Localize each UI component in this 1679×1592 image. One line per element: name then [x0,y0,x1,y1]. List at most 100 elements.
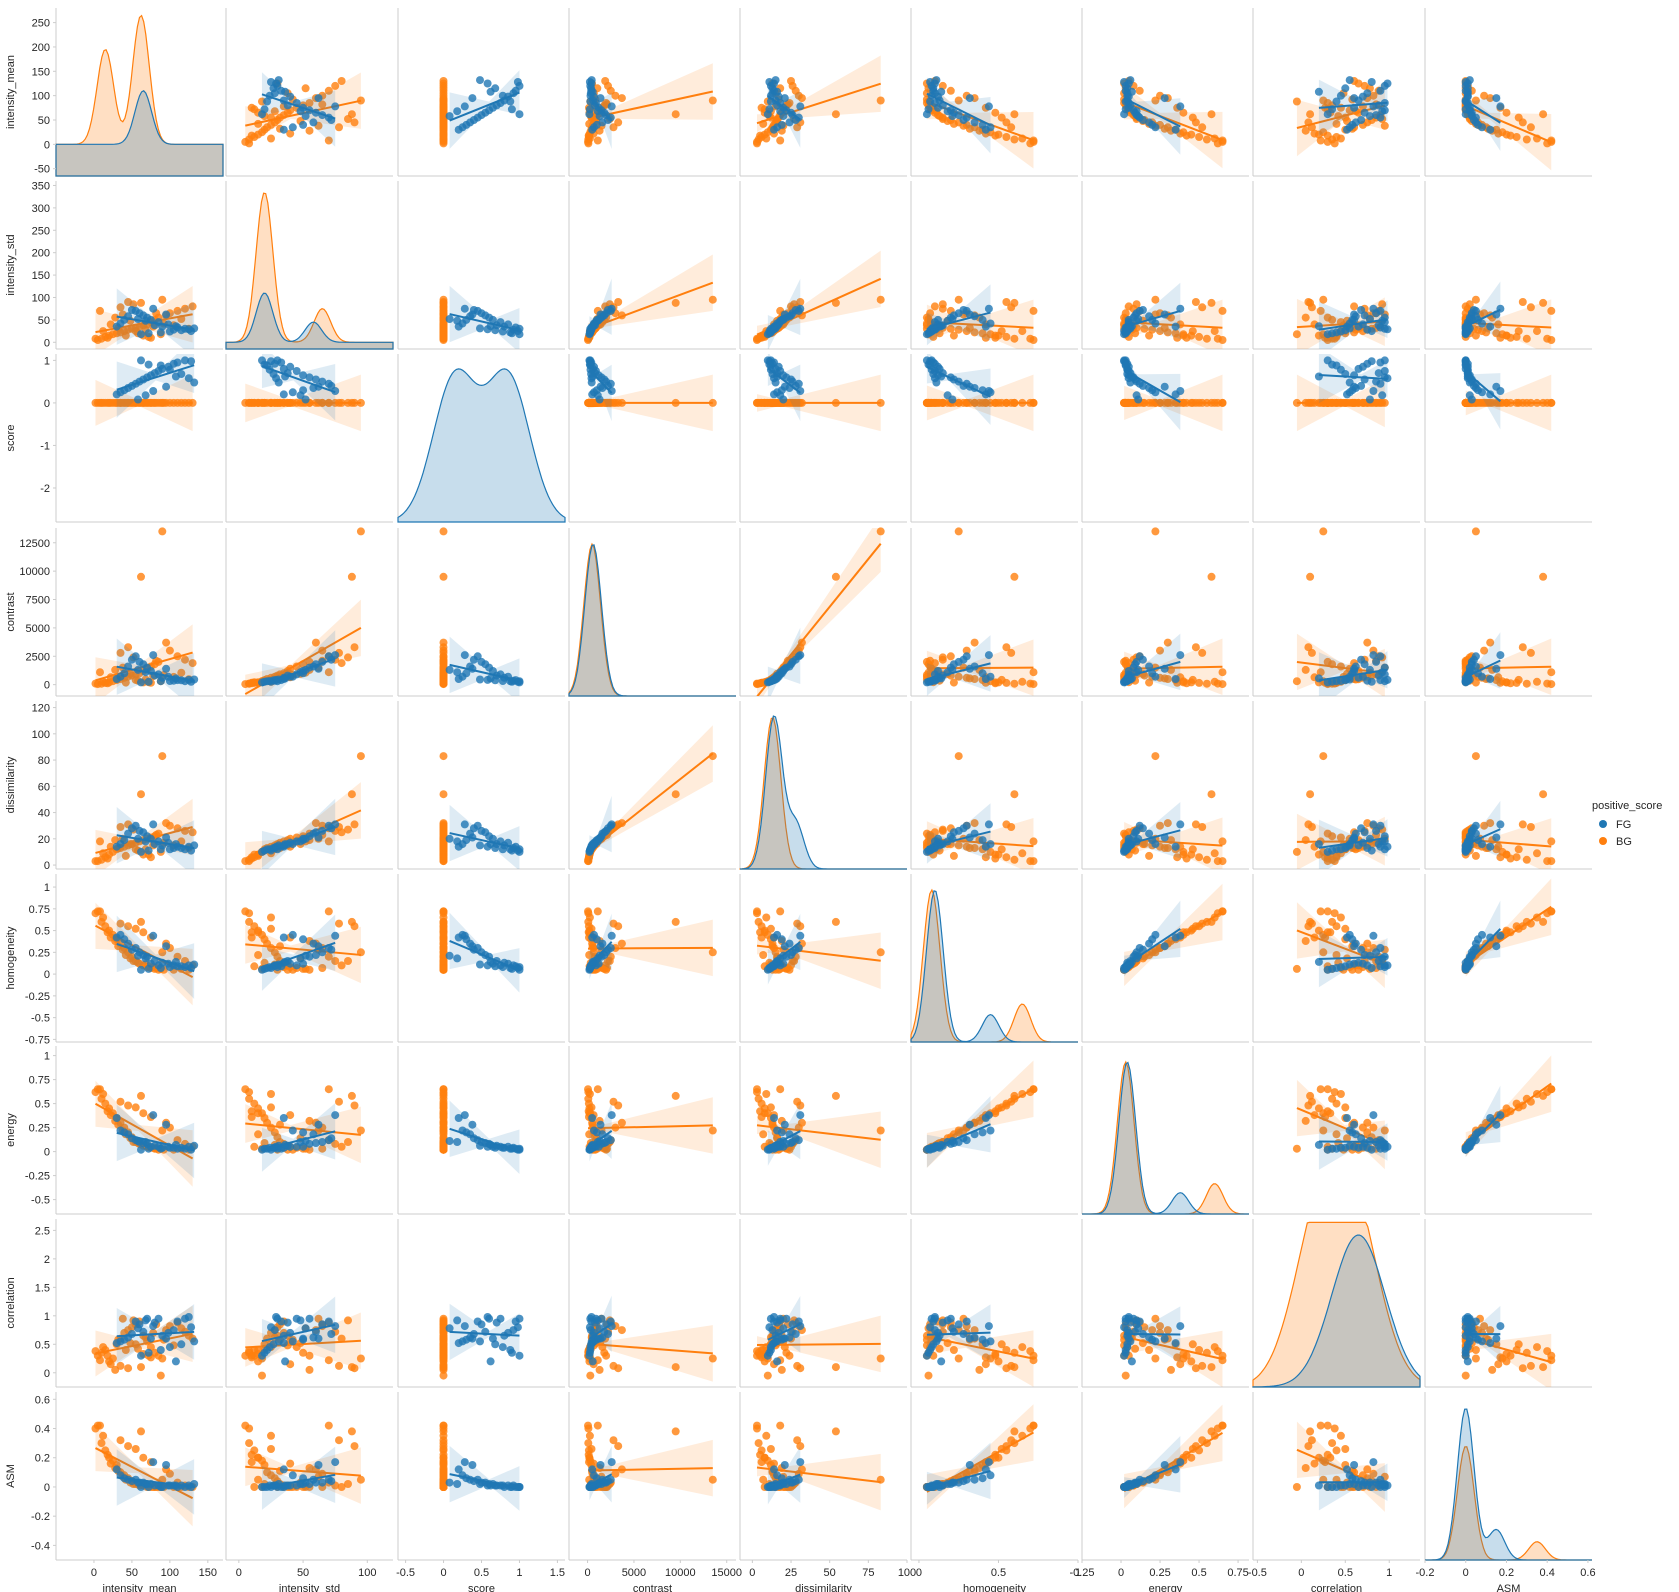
point-bg [1304,922,1313,931]
point-bg [946,324,955,333]
y-tick-label: 100 [32,292,50,304]
y-tick-label: 10000 [19,566,50,578]
point-bg [959,121,968,130]
panel-energy-vs-intensity_std [225,1046,393,1215]
point-fg [959,306,968,314]
point-fg [590,1126,598,1135]
point-bg [439,333,448,342]
point-fg [112,842,121,851]
point-fg [162,664,171,673]
panel-contrast-vs-ASM [1424,527,1592,697]
point-fg [149,820,158,829]
point-bg [1145,851,1154,860]
point-fg [1171,322,1180,331]
y-tick-label: 50 [38,315,50,327]
point-bg [1304,820,1313,829]
ci-band-fg [261,798,336,869]
panel-intensity_mean-vs-score [397,8,565,177]
panel-dissimilarity-vs-dissimilarity [739,701,907,870]
point-fg [1469,655,1478,664]
point-bg [267,924,275,933]
point-bg [991,331,1000,340]
point-bg [188,302,197,311]
point-bg [954,527,963,536]
point-fg [765,105,774,114]
point-fg [279,125,288,134]
point-bg [267,134,275,143]
point-fg [156,1144,165,1153]
point-bg [1526,648,1535,657]
point-bg [1319,527,1328,536]
panel-energy-vs-correlation [1252,1046,1420,1215]
point-bg [757,1113,766,1121]
point-fg [1343,1114,1351,1122]
point-bg [965,323,974,332]
point-bg [439,315,448,323]
y-tick-label: 20 [38,834,50,846]
point-bg [1202,334,1211,343]
panel-score-vs-dissimilarity [739,354,907,523]
point-fg [314,1120,323,1129]
regression-line-fg [1465,99,1501,124]
point-bg [96,306,104,315]
point-bg [344,957,352,965]
point-fg [460,1111,469,1120]
point-bg [286,129,295,138]
point-bg [305,126,314,135]
point-bg [1151,295,1160,304]
point-bg [617,94,626,103]
point-fg [1369,1111,1378,1120]
kde-fg [1082,1061,1249,1215]
point-bg [439,1088,448,1097]
point-bg [708,1126,717,1135]
point-fg [331,931,340,940]
point-fg [1176,102,1185,111]
point-bg [1471,752,1480,761]
point-bg [1533,849,1541,858]
panel-dissimilarity-vs-score [397,701,565,870]
point-fg [476,675,484,684]
point-bg [1010,135,1019,144]
y-tick-label: 5000 [26,623,50,635]
point-bg [1010,110,1019,119]
panel-contrast-vs-energy [1081,527,1249,697]
point-fg [515,847,524,856]
point-fg [796,102,805,111]
point-bg [324,86,333,95]
point-fg [486,87,495,96]
point-fg [1350,942,1359,951]
point-bg [946,652,955,661]
y-tick-label: 60 [38,781,50,793]
point-fg [156,361,165,370]
point-bg [876,527,885,536]
point-fg [469,655,478,664]
point-fg [1151,672,1160,681]
point-bg [1547,668,1556,677]
point-bg [103,333,112,342]
point-fg [1376,379,1385,388]
point-fg [149,387,158,395]
point-bg [116,303,125,312]
point-fg [279,390,288,399]
point-bg [1543,334,1552,343]
point-bg [1207,790,1216,799]
point-fg [1350,833,1359,842]
point-bg [439,95,448,104]
point-bg [267,1090,275,1098]
point-bg [1213,139,1222,148]
point-fg [1492,833,1501,842]
point-bg [247,678,256,687]
point-bg [991,850,1000,859]
point-bg [1195,133,1204,141]
point-bg [1354,79,1363,88]
point-bg [247,1113,256,1121]
point-bg [1350,302,1359,311]
point-bg [1526,303,1535,312]
point-fg [1378,107,1387,116]
point-fg [468,94,477,103]
point-fg [984,651,993,660]
point-bg [614,922,623,931]
point-fg [948,395,957,404]
